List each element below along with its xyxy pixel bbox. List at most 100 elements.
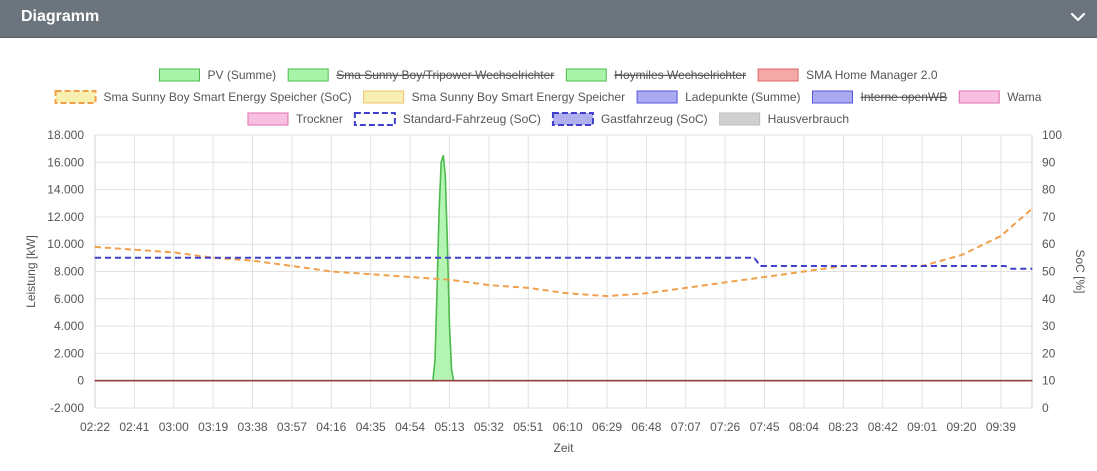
data-point bbox=[434, 359, 436, 361]
data-point bbox=[1000, 235, 1002, 237]
series-standard-fahrzeug-soc- bbox=[94, 256, 1033, 270]
legend-label: Sma Sunny Boy/Tripower Wechselrichter bbox=[336, 68, 554, 82]
data-point bbox=[759, 265, 762, 267]
x-tick-label: 06:48 bbox=[631, 420, 661, 434]
card-header[interactable]: Diagramm bbox=[0, 0, 1097, 38]
data-point bbox=[451, 369, 453, 371]
x-tick-label: 03:57 bbox=[277, 420, 307, 434]
data-point bbox=[94, 246, 96, 248]
y2-tick-label: 40 bbox=[1042, 292, 1056, 306]
x-tick-label: 02:41 bbox=[119, 420, 149, 434]
card-title: Diagramm bbox=[21, 8, 100, 25]
legend-item-hausverbrauch[interactable]: Hausverbrauch bbox=[719, 112, 849, 126]
legend-item-sma-sunny-boy-tripower-wechselrichter[interactable]: Sma Sunny Boy/Tripower Wechselrichter bbox=[287, 68, 554, 82]
y2-tick-label: 90 bbox=[1042, 155, 1056, 169]
legend-label: Interne openWB bbox=[861, 90, 948, 104]
x-axis-title: Zeit bbox=[553, 441, 574, 455]
legend-label: Hausverbrauch bbox=[768, 112, 849, 126]
legend-item-hoymiles-wechselrichter[interactable]: Hoymiles Wechselrichter bbox=[565, 68, 746, 82]
axes: 18.000 16.000 14.000 12.000 10.000 8.000 6.000… bbox=[24, 128, 1087, 455]
y-tick-label: 4.000 bbox=[54, 319, 84, 333]
chevron-down-icon[interactable] bbox=[1069, 8, 1087, 26]
y2-tick-label: 0 bbox=[1042, 401, 1049, 415]
data-point bbox=[438, 209, 440, 211]
legend-swatch bbox=[719, 112, 761, 126]
legend: PV (Summe) Sma Sunny Boy/Tripower Wechsel… bbox=[54, 68, 1042, 126]
legend-swatch bbox=[54, 90, 97, 104]
legend-label: Trockner bbox=[296, 112, 343, 126]
series-pv-summe- bbox=[94, 154, 1033, 382]
data-point bbox=[291, 265, 293, 267]
x-tick-label: 04:16 bbox=[316, 420, 346, 434]
x-tick-label: 03:38 bbox=[238, 420, 268, 434]
data-point bbox=[645, 292, 648, 294]
y-tick-label: 0 bbox=[77, 374, 84, 388]
x-tick-label: 03:00 bbox=[159, 420, 189, 434]
legend-label: Ladepunkte (Summe) bbox=[685, 90, 800, 104]
data-point bbox=[606, 295, 608, 297]
legend-swatch bbox=[812, 90, 853, 104]
x-tick-label: 06:29 bbox=[592, 420, 622, 434]
data-point bbox=[764, 276, 766, 278]
data-point bbox=[94, 380, 96, 382]
data-point bbox=[251, 260, 254, 262]
data-point bbox=[1010, 268, 1012, 270]
legend-item-pv-summe[interactable]: PV (Summe) bbox=[159, 68, 277, 82]
legend-label: Gastfahrzeug (SoC) bbox=[601, 112, 708, 126]
x-tick-label: 07:45 bbox=[750, 420, 780, 434]
y-tick-label: 16.000 bbox=[47, 155, 84, 169]
data-point bbox=[567, 292, 569, 294]
y-tick-label: -2.000 bbox=[50, 401, 84, 415]
y-tick-label: 2.000 bbox=[54, 346, 84, 360]
legend-label: Sma Sunny Boy Smart Energy Speicher (SoC… bbox=[104, 90, 352, 104]
data-point bbox=[753, 257, 755, 259]
y-tick-label: 6.000 bbox=[54, 292, 84, 306]
legend-swatch bbox=[551, 112, 594, 126]
chart: PV (Summe) Sma Sunny Boy/Tripower Wechsel… bbox=[24, 68, 1087, 455]
series-line bbox=[95, 256, 1032, 270]
legend-label: PV (Summe) bbox=[208, 68, 277, 82]
grid bbox=[94, 134, 1033, 409]
x-tick-label: 09:39 bbox=[986, 420, 1016, 434]
data-point bbox=[444, 175, 446, 177]
legend-item-trockner[interactable]: Trockner bbox=[247, 112, 343, 126]
legend-swatch bbox=[636, 90, 678, 104]
data-point bbox=[442, 154, 444, 157]
legend-item-gastfahrzeug-soc[interactable]: Gastfahrzeug (SoC) bbox=[551, 112, 708, 126]
data-point bbox=[173, 251, 175, 253]
legend-item-interne-openwb[interactable]: Interne openWB bbox=[812, 90, 948, 104]
data-point bbox=[436, 291, 438, 293]
x-tick-label: 05:32 bbox=[474, 420, 504, 434]
data-point bbox=[448, 279, 451, 281]
legend-item-standard-fahrzeug-soc[interactable]: Standard-Fahrzeug (SoC) bbox=[353, 112, 541, 126]
legend-swatch bbox=[363, 90, 405, 104]
legend-item-sma-sunny-boy-smart-energy-speicher-soc[interactable]: Sma Sunny Boy Smart Energy Speicher (SoC… bbox=[54, 90, 352, 104]
data-point bbox=[409, 276, 411, 278]
y2-axis-title: SoC [%] bbox=[1073, 249, 1087, 293]
x-tick-label: 08:04 bbox=[789, 420, 819, 434]
data-point bbox=[527, 287, 529, 289]
x-tick-label: 09:01 bbox=[907, 420, 937, 434]
y2-tick-label: 100 bbox=[1042, 128, 1062, 142]
legend-item-wama[interactable]: Wama bbox=[958, 90, 1042, 104]
y2-tick-label: 80 bbox=[1042, 183, 1056, 197]
y2-tick-label: 70 bbox=[1042, 210, 1056, 224]
data-point bbox=[1031, 380, 1033, 382]
x-tick-label: 07:26 bbox=[710, 420, 740, 434]
plot-area bbox=[94, 154, 1033, 382]
legend-swatch bbox=[287, 68, 329, 82]
legend-swatch bbox=[958, 90, 1000, 104]
data-point bbox=[724, 281, 726, 283]
legend-item-sma-home-manager-2-0[interactable]: SMA Home Manager 2.0 bbox=[757, 68, 938, 82]
data-point bbox=[1031, 268, 1033, 270]
legend-item-sma-sunny-boy-smart-energy-speicher[interactable]: Sma Sunny Boy Smart Energy Speicher bbox=[363, 90, 625, 104]
data-point bbox=[440, 161, 442, 163]
x-tick-label: 08:23 bbox=[828, 420, 858, 434]
legend-item-ladepunkte-summe[interactable]: Ladepunkte (Summe) bbox=[636, 90, 801, 104]
y2-tick-label: 60 bbox=[1042, 237, 1056, 251]
data-point bbox=[94, 257, 96, 259]
data-point bbox=[212, 257, 214, 259]
x-tick-label: 05:13 bbox=[434, 420, 464, 434]
y-tick-label: 12.000 bbox=[47, 210, 84, 224]
x-tick-label: 09:20 bbox=[947, 420, 977, 434]
